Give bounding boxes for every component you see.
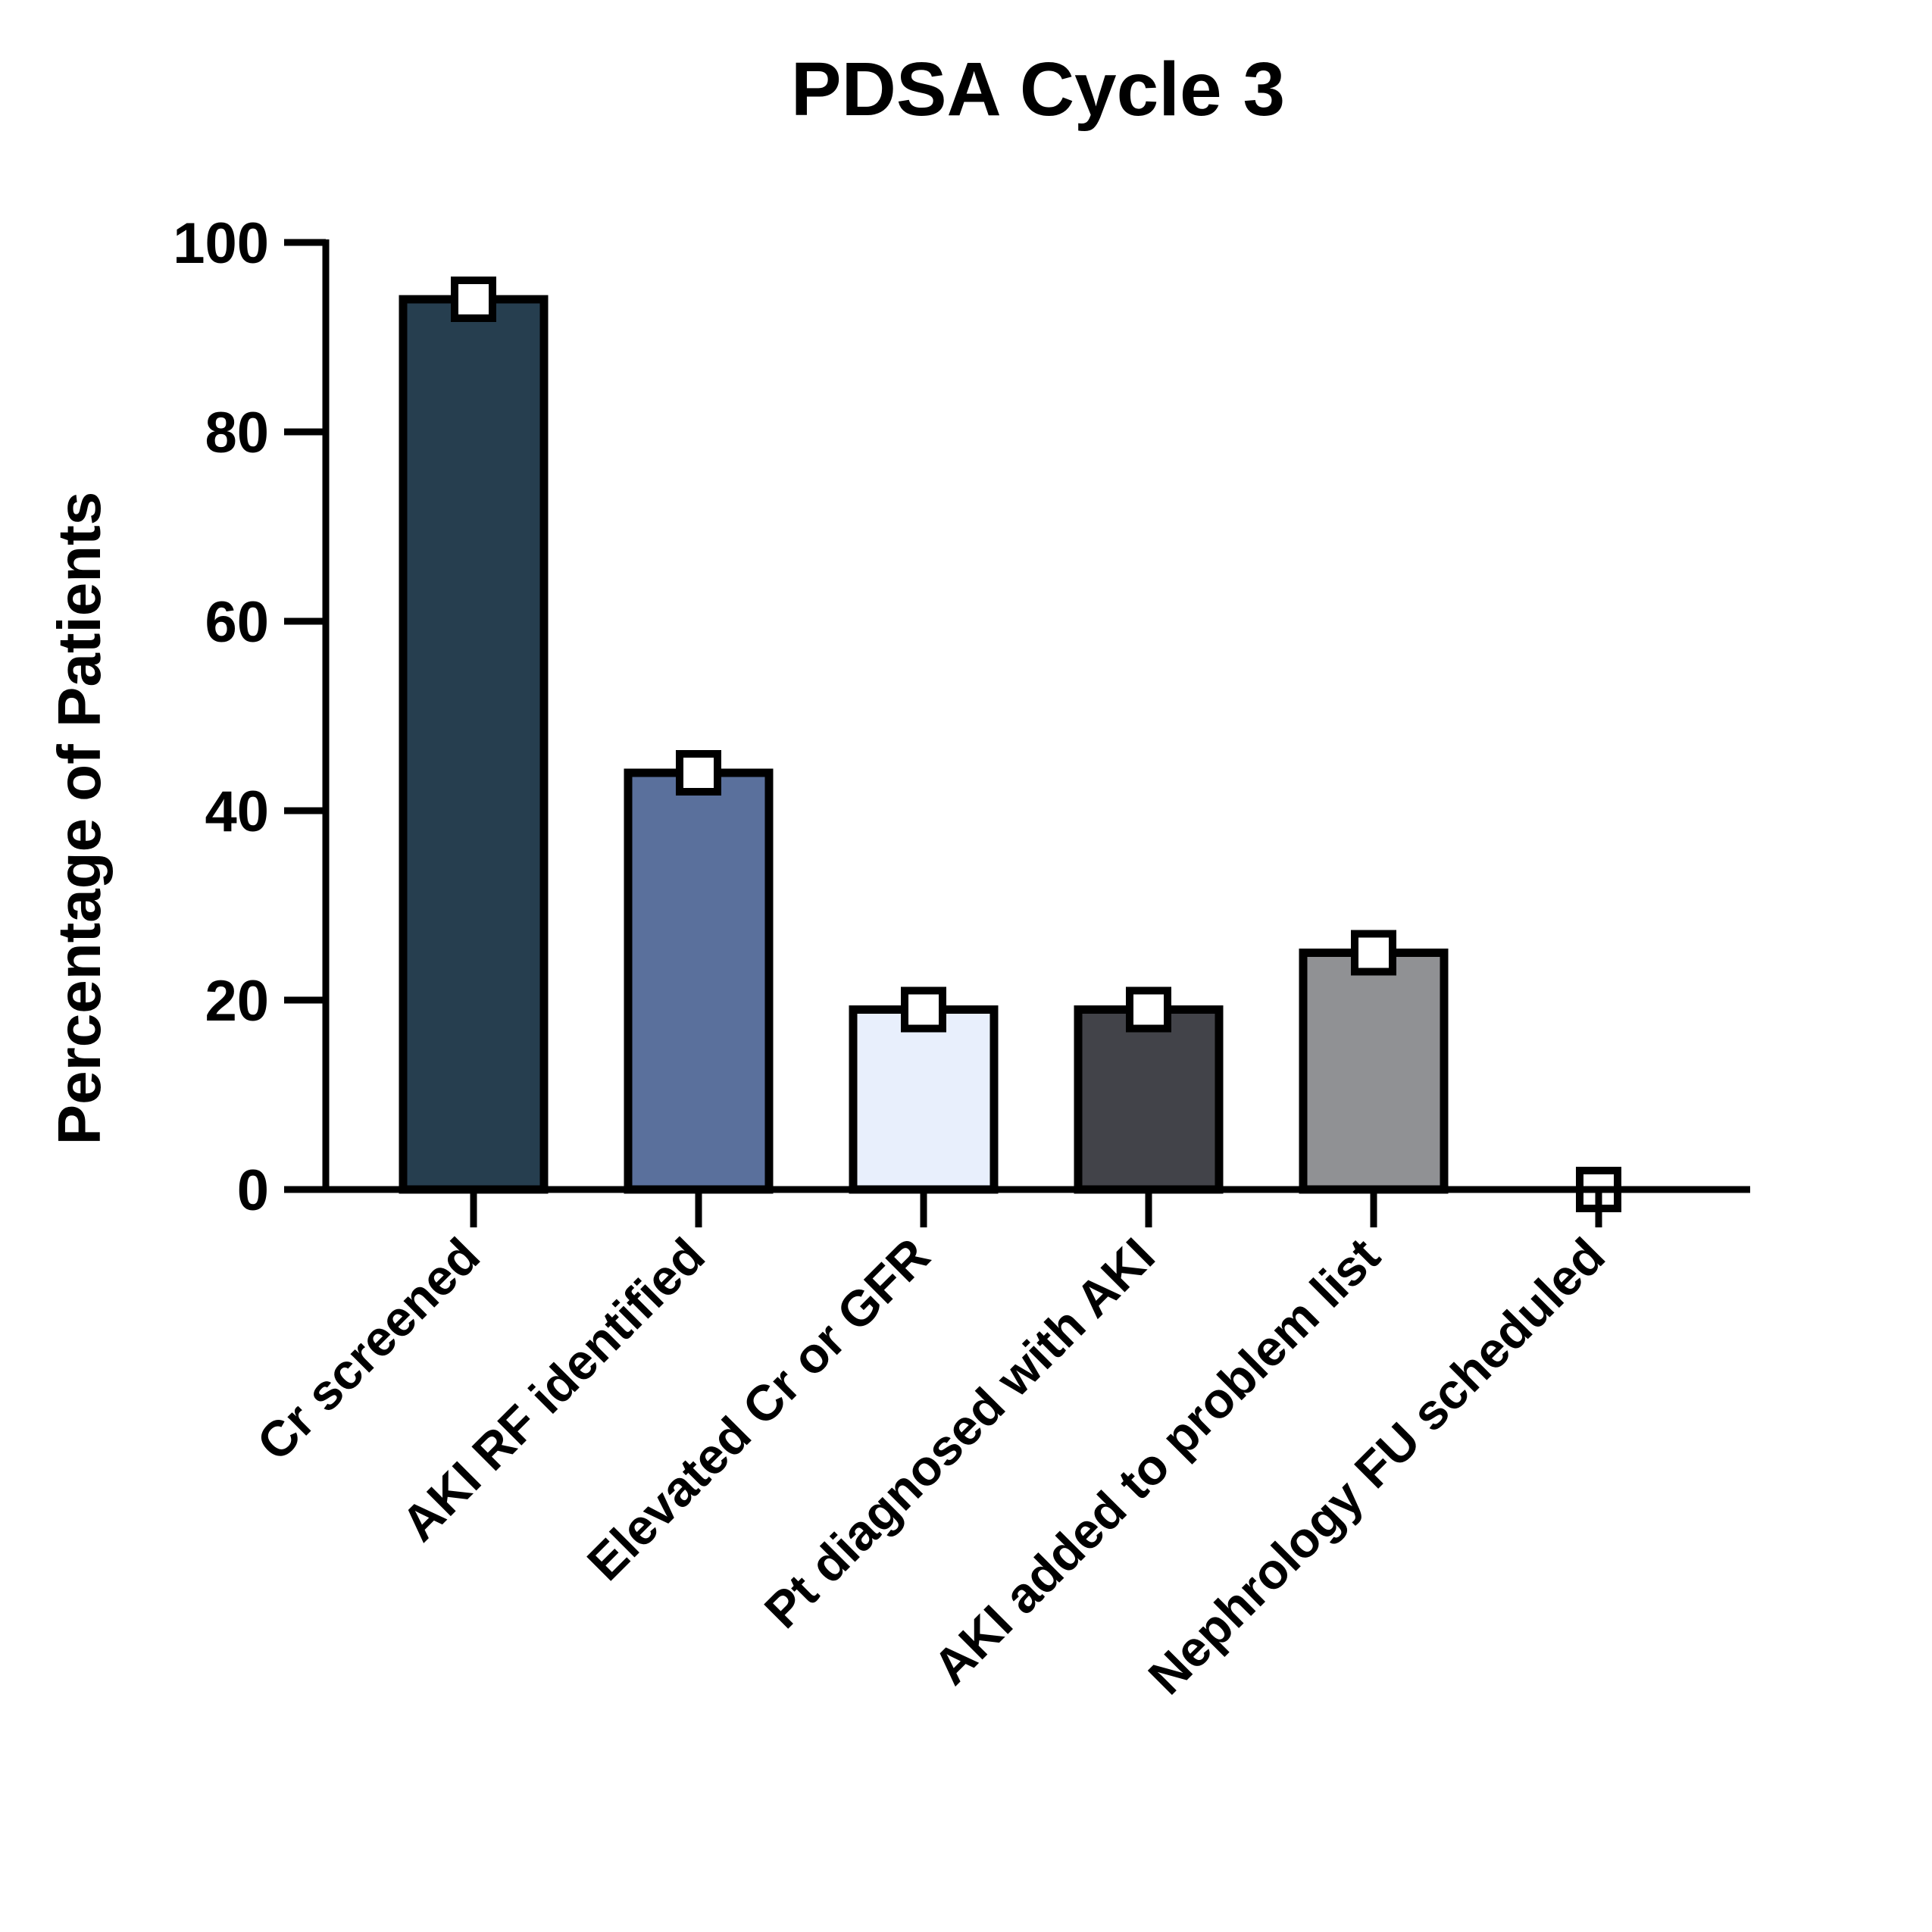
y-axis-label: Percentage of Patients <box>45 492 113 1146</box>
chart-title: PDSA Cycle 3 <box>791 47 1285 132</box>
y-ticks-layer: 0 20 40 60 80 100 <box>173 211 269 1223</box>
x-tick-label-3: Pt diagnosed with AKI <box>754 1227 1165 1639</box>
y-tick-label-2: 40 <box>205 780 269 844</box>
bar-4 <box>1299 949 1449 1194</box>
bar-3 <box>1074 1005 1224 1194</box>
marker-0 <box>451 277 496 322</box>
bar-0 <box>399 295 549 1194</box>
y-tick-label-1: 20 <box>205 969 269 1033</box>
marker-3 <box>1126 986 1171 1033</box>
marker-2 <box>901 986 946 1033</box>
markers-layer <box>451 277 1621 1212</box>
y-tick-label-5: 100 <box>173 211 269 276</box>
y-tick-label-0: 0 <box>237 1158 269 1223</box>
bars-layer <box>399 295 1449 1194</box>
x-tick-label-5: Nephrology FU scheduled <box>1137 1227 1615 1705</box>
x-tick-label-4: AKI added to problem list <box>922 1227 1390 1696</box>
axes-layer <box>284 239 1750 1227</box>
bar-2 <box>849 1005 999 1194</box>
bar-1 <box>624 768 774 1194</box>
x-tick-label-0: Cr screened <box>246 1227 490 1471</box>
marker-1 <box>676 750 721 796</box>
y-tick-label-3: 60 <box>205 590 269 655</box>
marker-4 <box>1351 930 1396 976</box>
y-tick-label-4: 80 <box>205 401 269 465</box>
